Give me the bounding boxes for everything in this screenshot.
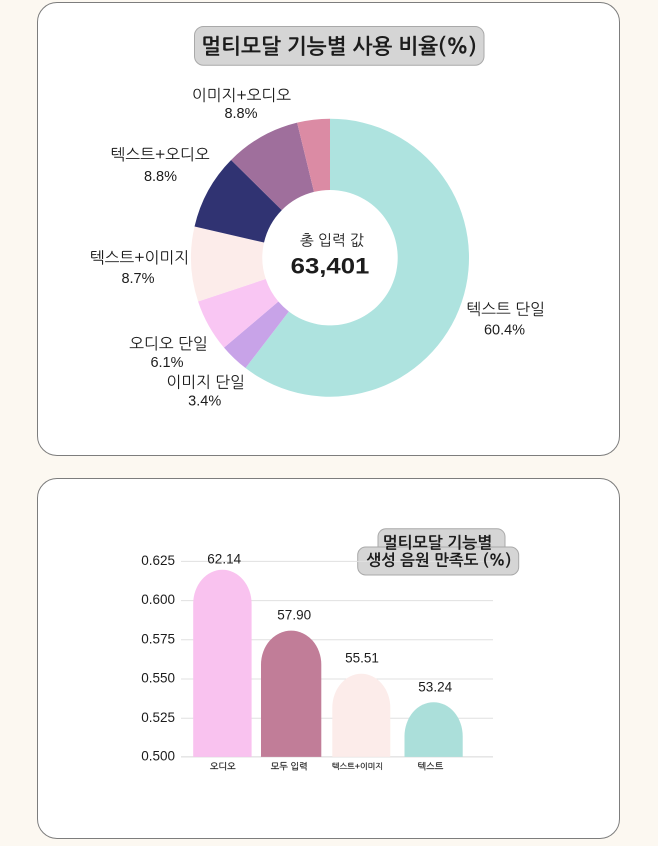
svg-text:0.625: 0.625 (141, 553, 175, 568)
svg-text:0.600: 0.600 (141, 592, 175, 607)
svg-text:53.24: 53.24 (418, 680, 452, 695)
svg-text:0.525: 0.525 (141, 710, 175, 725)
svg-text:0.575: 0.575 (141, 631, 175, 646)
svg-text:6.1%: 6.1% (150, 355, 183, 371)
svg-text:3.4%: 3.4% (188, 393, 221, 409)
svg-text:0.500: 0.500 (141, 748, 175, 763)
svg-text:57.90: 57.90 (277, 608, 311, 623)
svg-text:60.4%: 60.4% (484, 323, 525, 339)
svg-text:55.51: 55.51 (345, 650, 379, 665)
svg-text:0.550: 0.550 (141, 671, 175, 686)
svg-text:8.8%: 8.8% (144, 169, 177, 185)
svg-text:62.14: 62.14 (207, 551, 241, 566)
svg-text:63,401: 63,401 (291, 253, 370, 278)
svg-text:8.8%: 8.8% (224, 106, 257, 122)
svg-text:8.7%: 8.7% (121, 271, 154, 287)
